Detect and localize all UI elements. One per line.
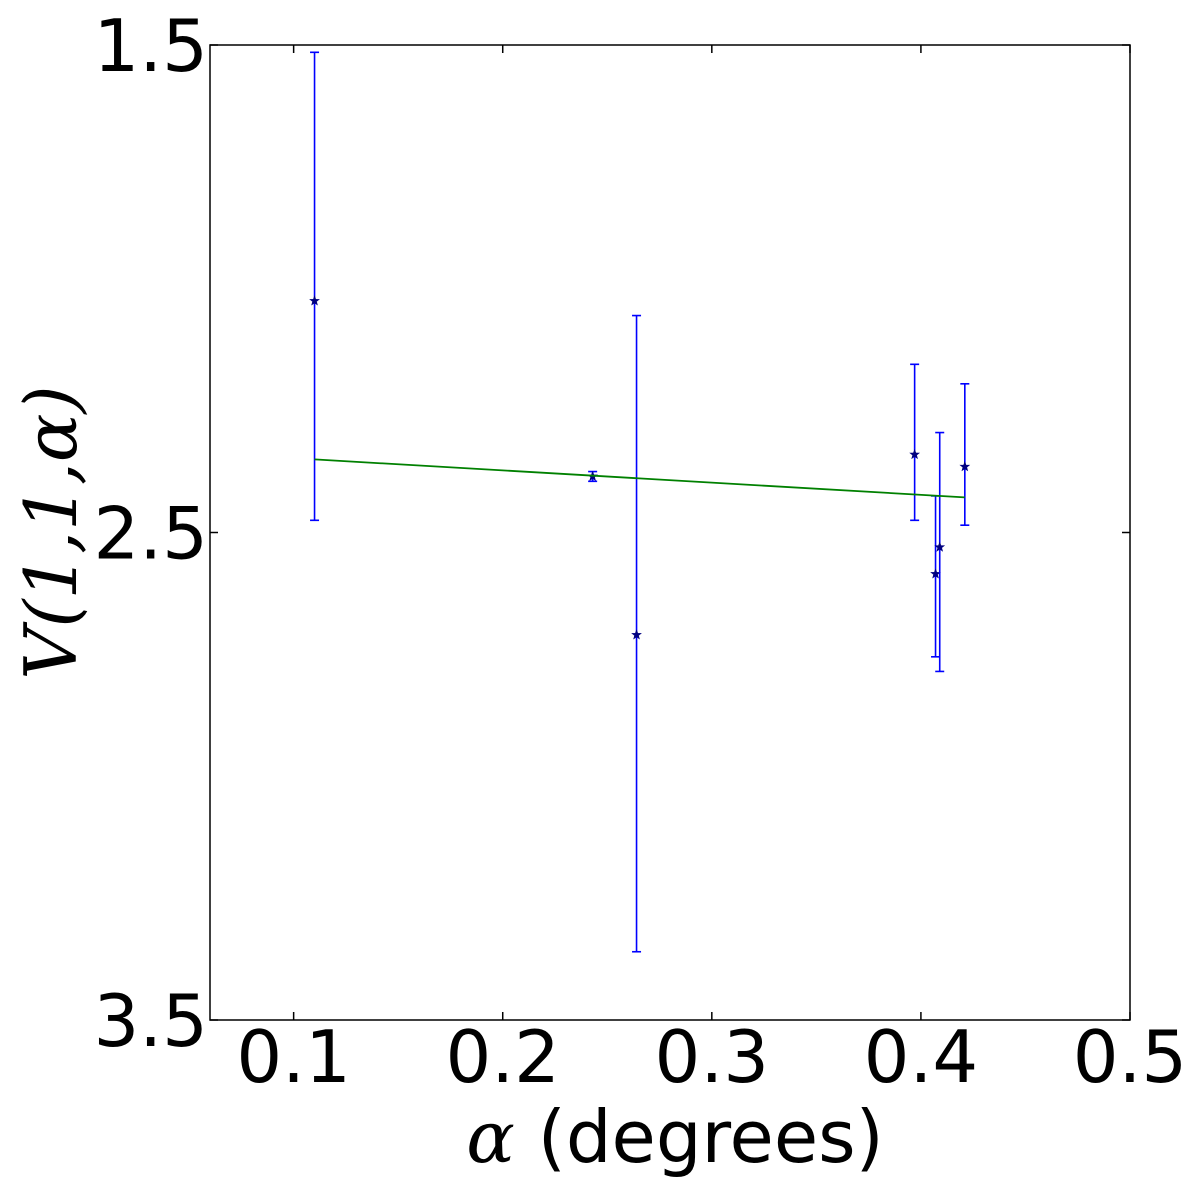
x-tick-label: 0.5 (1073, 1015, 1188, 1099)
x-tick-label: 0.3 (655, 1015, 770, 1099)
y-tick-label: 3.5 (93, 979, 208, 1063)
x-axis-label-text: (degrees) (515, 1095, 884, 1179)
x-tick-label: 0.1 (236, 1015, 351, 1099)
y-axis-label: V(1,1,α) (9, 385, 93, 679)
data-point (959, 383, 971, 526)
y-tick-label: 1.5 (93, 4, 208, 88)
star-marker (631, 629, 642, 640)
data-point (930, 495, 941, 658)
y-tick-label: 2.5 (93, 492, 208, 576)
data-point (631, 314, 642, 953)
x-axis-label: α (degrees) (466, 1095, 884, 1179)
fit-line (314, 458, 965, 499)
x-tick-label: 0.4 (864, 1015, 979, 1099)
data-point (309, 51, 320, 522)
star-marker (309, 295, 320, 306)
star-marker (934, 541, 946, 552)
x-axis-label-symbol: α (466, 1095, 515, 1179)
plot-frame (209, 44, 1131, 1021)
data-point (934, 431, 946, 673)
star-marker (959, 461, 971, 472)
star-marker (909, 448, 921, 460)
data-point (909, 363, 921, 522)
x-tick-label: 0.2 (445, 1015, 560, 1099)
